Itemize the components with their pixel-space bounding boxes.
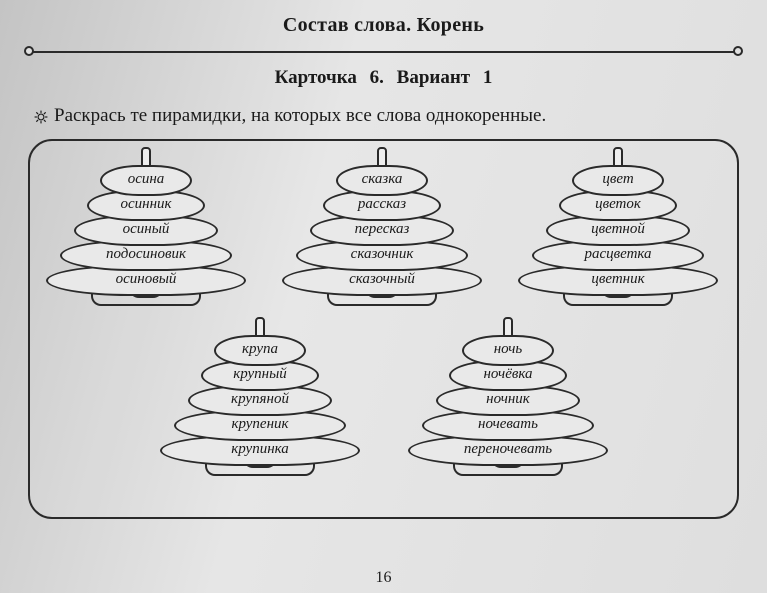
task-text-content: Раскрась те пирамидки, на которых все сл…	[54, 105, 546, 126]
pyramid-word: рассказ	[358, 196, 406, 213]
pyramid-ring: осина	[100, 165, 192, 196]
section-title: Состав слова. Корень	[28, 14, 739, 37]
pyramid-word: ночевать	[478, 416, 538, 433]
gear-icon	[34, 110, 48, 124]
pyramid-word: переночевать	[464, 441, 552, 458]
task-text: Раскрась те пирамидки, на которых все сл…	[34, 103, 733, 129]
pyramid-word: крупный	[233, 366, 287, 383]
pyramid-word: цветок	[595, 196, 641, 213]
pyramid-word: крупинка	[231, 441, 289, 458]
pyramid-word: цвет	[602, 171, 633, 188]
pyramid: осина осинник осиный подосиновик осиновый	[36, 147, 256, 306]
pyramid-word: осинник	[120, 196, 171, 213]
worksheet-page: Состав слова. Корень Карточка 6. Вариант…	[0, 0, 767, 593]
pyramid-ring: сказка	[336, 165, 428, 196]
pyramid-word: ночь	[494, 341, 523, 358]
pyramid-word: осиный	[123, 221, 170, 238]
card-title: Карточка 6. Вариант 1	[28, 67, 739, 89]
pyramid-word: подосиновик	[106, 246, 186, 263]
pyramid: сказка рассказ пересказ сказочник сказочный	[272, 147, 492, 306]
pyramid-ring: цвет	[572, 165, 664, 196]
pyramid-word: крупа	[242, 341, 278, 358]
divider	[28, 45, 739, 57]
pyramid: ночь ночёвка ночник ночевать переночевать	[398, 317, 618, 476]
pyramid-word: сказочный	[349, 271, 415, 288]
pyramid-word: сказочник	[351, 246, 414, 263]
pyramid-word: крупяной	[231, 391, 289, 408]
pyramid-word: цветник	[591, 271, 644, 288]
pyramid-word: сказка	[362, 171, 403, 188]
pyramid-word: пересказ	[355, 221, 410, 238]
pyramid-word: осиновый	[116, 271, 177, 288]
pyramid-word: крупеник	[231, 416, 288, 433]
pyramid-ring: крупа	[214, 335, 306, 366]
pyramids-frame: осина осинник осиный подосиновик осиновый ска…	[28, 139, 739, 519]
pyramid-word: осина	[128, 171, 165, 188]
pyramid: крупа крупный крупяной крупеник крупинка	[150, 317, 370, 476]
pyramid-word: ночник	[486, 391, 530, 408]
pyramid-word: ночёвка	[483, 366, 532, 383]
pyramid-word: цветной	[591, 221, 645, 238]
page-number: 16	[0, 569, 767, 587]
pyramid-word: расцветка	[584, 246, 651, 263]
pyramid-ring: ночь	[462, 335, 554, 366]
pyramid: цвет цветок цветной расцветка цветник	[508, 147, 728, 306]
